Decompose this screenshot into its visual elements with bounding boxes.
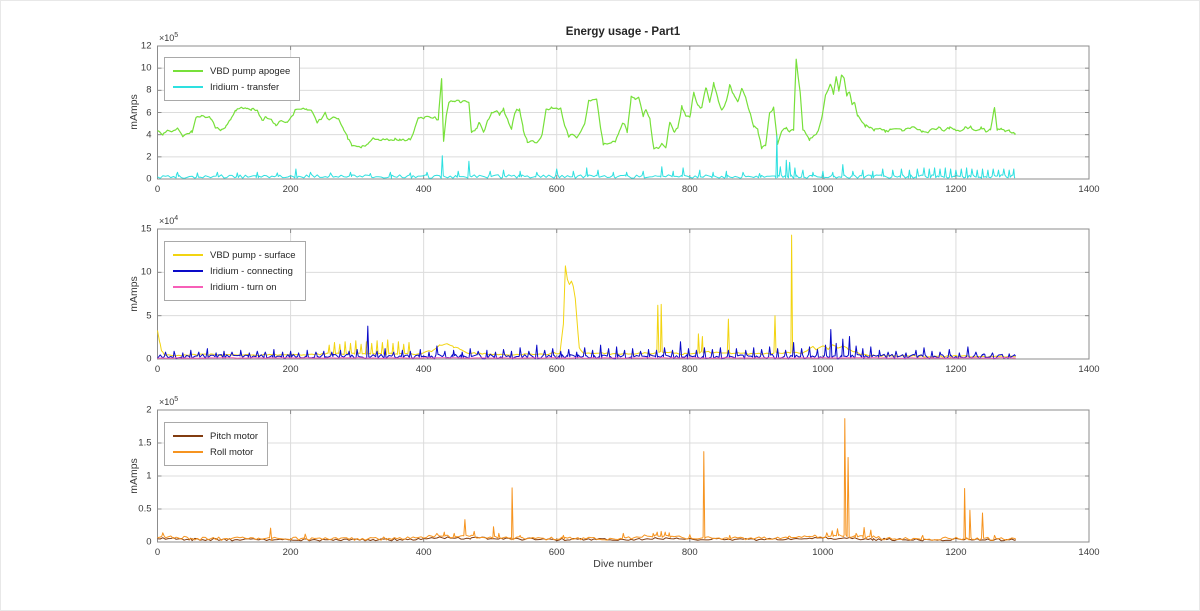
figure-title: Energy usage - Part1 <box>565 26 681 38</box>
x-tick-label: 1000 <box>812 184 834 195</box>
x-tick-label: 1400 <box>1078 184 1100 195</box>
x-tick-label: 1000 <box>812 364 834 375</box>
legend-label: Roll motor <box>210 446 254 458</box>
legend-line-swatch <box>173 86 203 88</box>
y-tick-label: 0 <box>146 353 152 365</box>
x-tick-label: 1400 <box>1078 547 1100 558</box>
y-tick-label: 5 <box>146 310 152 322</box>
x-tick-label: 1200 <box>945 547 967 558</box>
legend-line-swatch <box>173 254 203 256</box>
series-iridium-connecting <box>157 325 1016 360</box>
y-tick-label: 10 <box>140 62 152 74</box>
axes-box-2 <box>157 228 1090 360</box>
x-tick-label: 1200 <box>945 184 967 195</box>
y-tick-label: 0 <box>146 173 152 185</box>
x-tick-label: 400 <box>415 184 432 195</box>
x-tick-label: 800 <box>681 364 698 375</box>
y-tick-label: 15 <box>140 223 152 235</box>
x-tick-label: 1400 <box>1078 364 1100 375</box>
y-tick-label: 2 <box>146 404 152 416</box>
legend-line-swatch <box>173 451 203 453</box>
x-tick-label: 1000 <box>812 547 834 558</box>
legend-item: Roll motor <box>173 444 258 460</box>
legend-label: Iridium - connecting <box>210 265 293 277</box>
legend-2: VBD pump - surface Iridium - connecting Ir… <box>164 241 306 301</box>
y-tick-label: 0 <box>146 536 152 548</box>
legend-item: Iridium - turn on <box>173 279 296 295</box>
legend-label: Iridium - transfer <box>210 81 280 93</box>
y-exponent-label-3: ×105 <box>159 396 179 407</box>
y-tick-label: 10 <box>140 266 152 278</box>
series-iridium-turn-on <box>157 357 1016 359</box>
x-tick-label: 200 <box>282 547 299 558</box>
x-tick-label: 600 <box>548 547 565 558</box>
series-pitch-motor <box>157 536 1016 542</box>
y-tick-label: 2 <box>146 151 152 163</box>
series-iridium-transfer <box>157 135 1016 179</box>
x-tick-label: 0 <box>154 184 161 195</box>
y-tick-label: 1 <box>146 470 152 482</box>
legend-item: Pitch motor <box>173 428 258 444</box>
x-axis-label: Dive number <box>593 558 653 570</box>
x-tick-label: 400 <box>415 364 432 375</box>
series-vbd-pump-apogee <box>157 58 1016 150</box>
legend-label: VBD pump - surface <box>210 249 296 261</box>
y-exponent-label-1: ×105 <box>159 32 179 43</box>
series-vbd-pump-surface <box>157 234 1016 358</box>
x-tick-label: 600 <box>548 184 565 195</box>
legend-line-swatch <box>173 286 203 288</box>
x-tick-label: 200 <box>282 364 299 375</box>
x-tick-label: 200 <box>282 184 299 195</box>
x-tick-label: 800 <box>681 184 698 195</box>
legend-1: VBD pump apogee Iridium - transfer <box>164 57 301 101</box>
x-tick-label: 1200 <box>945 364 967 375</box>
y-tick-label: 12 <box>140 40 152 52</box>
y-tick-label: 0.5 <box>138 503 152 515</box>
x-tick-label: 0 <box>154 547 161 558</box>
x-tick-label: 0 <box>154 364 161 375</box>
legend-item: VBD pump - surface <box>173 247 296 263</box>
y-tick-label: 1.5 <box>138 437 152 449</box>
legend-label: Iridium - turn on <box>210 281 277 293</box>
y-exponent-label-2: ×104 <box>159 215 179 226</box>
series-roll-motor <box>157 418 1017 541</box>
x-tick-label: 800 <box>681 547 698 558</box>
y-tick-label: 6 <box>146 107 152 118</box>
y-tick-label: 8 <box>146 84 152 96</box>
legend-line-swatch <box>173 70 203 72</box>
legend-label: VBD pump apogee <box>210 65 291 77</box>
legend-line-swatch <box>173 270 203 272</box>
legend-item: VBD pump apogee <box>173 63 290 79</box>
y-tick-label: 4 <box>146 129 152 141</box>
legend-item: Iridium - transfer <box>173 79 290 95</box>
legend-item: Iridium - connecting <box>173 263 296 279</box>
x-tick-label: 600 <box>548 364 565 375</box>
legend-label: Pitch motor <box>210 430 259 442</box>
legend-line-swatch <box>173 435 203 437</box>
x-tick-label: 400 <box>415 547 432 558</box>
legend-3: Pitch motor Roll motor <box>164 422 269 466</box>
